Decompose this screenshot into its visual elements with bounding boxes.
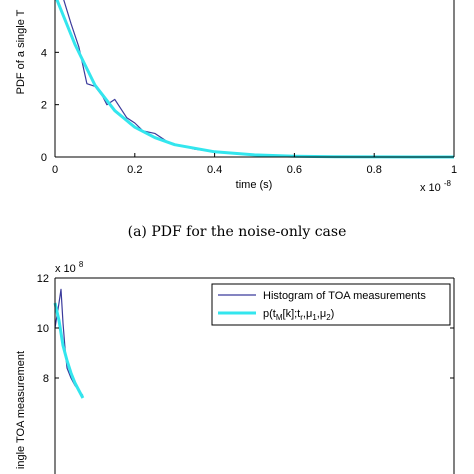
chart-b-legend: Histogram of TOA measurements p(tM[k];tr… bbox=[211, 283, 451, 326]
chart-a-x-tick-label: 0.2 bbox=[127, 164, 142, 176]
chart-a-x-tick-label: 0.8 bbox=[367, 164, 382, 176]
chart-b-y-tick-label: 12 bbox=[37, 273, 49, 285]
chart-b-series bbox=[53, 288, 85, 399]
chart-b-y-tick-label: 8 bbox=[43, 373, 49, 385]
chart-a-x-tick-label: 0 bbox=[52, 164, 58, 176]
legend-label-pdf: p(tM[k];tr,μ1,μ2) bbox=[263, 308, 334, 322]
chart-a-x-exponent: x 10 -8 bbox=[420, 179, 452, 194]
chart-a-x-label: time (s) bbox=[236, 179, 273, 191]
chart-a-x-tick-label: 1 bbox=[451, 164, 457, 176]
chart-b-y-exponent-power: 8 bbox=[79, 260, 84, 269]
chart-b-y-tick-label: 10 bbox=[37, 323, 49, 335]
chart-a-y-tick-label: 4 bbox=[41, 47, 47, 59]
chart-a-series-pdf bbox=[55, 0, 454, 159]
chart-a: 0 0.2 0.4 0.6 0.8 1 0 2 4 time (s) PDF of a sin… bbox=[15, 0, 457, 240]
legend-box bbox=[211, 283, 451, 326]
chart-a-x-tick-label: 0.6 bbox=[287, 164, 302, 176]
chart-b-series-histogram bbox=[54, 288, 84, 396]
chart-b-y-exponent-base: x 10 bbox=[55, 263, 76, 275]
chart-a-y-label: PDF of a single T bbox=[15, 9, 27, 94]
chart-a-y-tick-label: 2 bbox=[41, 100, 47, 112]
chart-b-y-exponent: x 10 8 bbox=[55, 260, 84, 275]
chart-a-x-ticks: 0 0.2 0.4 0.6 0.8 1 bbox=[52, 153, 457, 176]
chart-a-series-histogram bbox=[63, 0, 454, 158]
chart-b-y-label: ingle TOA measurement bbox=[15, 351, 27, 469]
chart-b: 8 10 12 x 10 8 ingle TOA measurement Histo… bbox=[15, 260, 455, 474]
chart-a-x-tick-label: 0.4 bbox=[207, 164, 222, 176]
chart-a-y-ticks: 0 2 4 bbox=[41, 47, 59, 164]
chart-b-series-pdf bbox=[53, 302, 85, 399]
chart-a-series bbox=[55, 0, 454, 159]
legend-label-histogram: Histogram of TOA measurements bbox=[263, 290, 426, 302]
chart-a-x-exponent-power: -8 bbox=[444, 179, 452, 188]
chart-a-y-tick-label: 0 bbox=[41, 152, 47, 164]
chart-a-x-exponent-base: x 10 bbox=[420, 182, 441, 194]
chart-a-caption: (a) PDF for the noise-only case bbox=[128, 224, 347, 240]
chart-b-y-ticks: 8 10 12 bbox=[37, 273, 454, 385]
